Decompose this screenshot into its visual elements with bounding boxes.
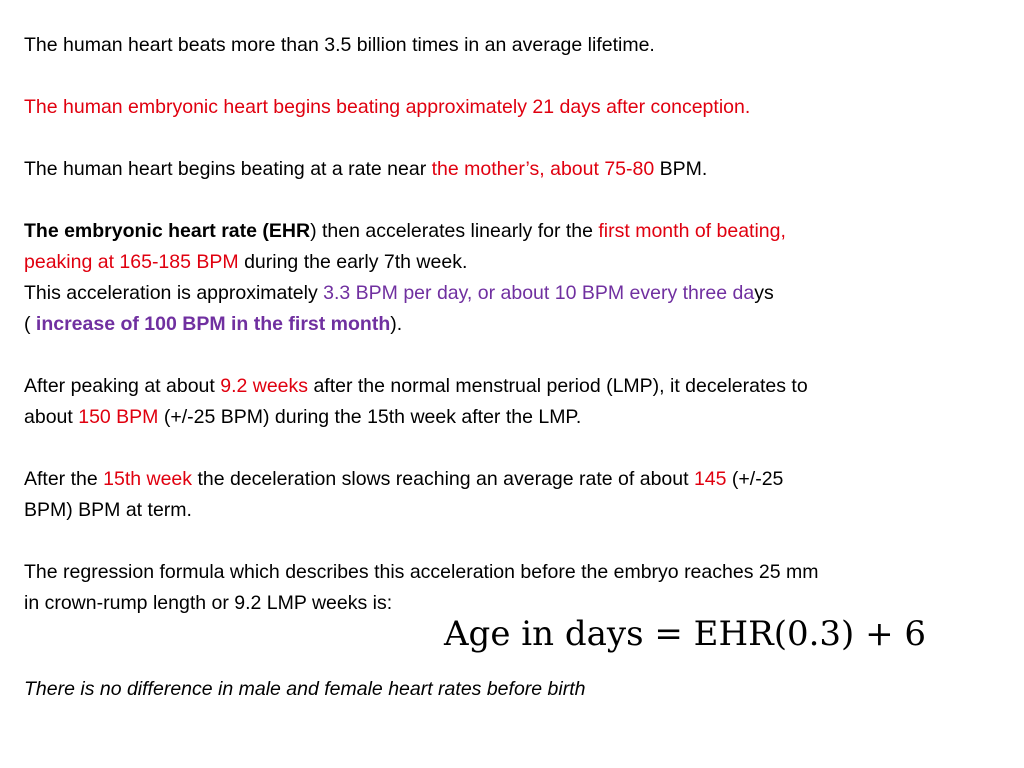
acceleration-lead: This acceleration is approximately [24,282,324,304]
deceleration-tail: (+/-25 BPM) during the 15th week after t… [158,406,582,428]
peak-weeks-highlight: 9.2 weeks [220,375,309,397]
close-paren: ). [390,313,403,335]
first-month-highlight: first month of beating, [598,220,786,242]
term-range: (+/-25 [726,468,784,490]
initial-rate-lead: The human heart begins beating at a rate… [24,158,432,180]
embryonic-heart-start-text: The human embryonic heart begins beating… [24,96,751,118]
ehr-term: The embryonic heart rate (EHR [24,220,311,242]
regression-formula: Age in days = EHR(0.3) + 6 [444,614,927,654]
acceleration-rate-text: This acceleration is approximately 3.3 B… [24,278,994,340]
spacer [24,340,994,371]
term-rate-highlight: 145 [693,468,727,490]
initial-rate-highlight: the mother’s, about 75-80 [431,158,655,180]
spacer [24,123,994,154]
regression-line-2: in crown-rump length or 9.2 LMP weeks is… [24,592,393,614]
initial-rate-tail: BPM. [654,158,708,180]
deceleration-about: about [24,406,79,428]
term-tail: BPM) BPM at term. [24,499,192,521]
spacer [24,526,994,557]
open-paren: ( [24,313,36,335]
initial-rate-text: The human heart begins beating at a rate… [24,154,994,185]
regression-intro-text: The regression formula which describes t… [24,557,994,619]
decelerated-rate-highlight: 150 BPM [78,406,159,428]
spacer [24,433,994,464]
term-lead: After the [24,468,104,490]
spacer [24,61,994,92]
deceleration-text: After peaking at about 9.2 weeks after t… [24,371,994,433]
monthly-increase-highlight: increase of 100 BPM in the first month [35,313,391,335]
ehr-lead: ) then accelerates linearly for the [310,220,599,242]
acceleration-rate-suffix: ys [754,282,774,304]
deceleration-middle: after the normal menstrual period (LMP),… [308,375,808,397]
spacer [24,185,994,216]
heart-beats-lifetime-text: The human heart beats more than 3.5 bill… [24,34,655,56]
ehr-acceleration-text: The embryonic heart rate (EHR) then acce… [24,216,994,278]
term-rate-text: After the 15th week the deceleration slo… [24,464,994,526]
regression-line-1: The regression formula which describes t… [24,561,819,583]
slide-body: The human heart beats more than 3.5 bill… [24,30,994,619]
peak-rate-highlight: peaking at 165-185 BPM [24,251,239,273]
fifteenth-week-highlight: 15th week [103,468,193,490]
acceleration-rate-highlight: 3.3 BPM per day, or about 10 BPM every t… [323,282,755,304]
deceleration-lead: After peaking at about [24,375,221,397]
term-middle: the deceleration slows reaching an avera… [192,468,694,490]
peak-week-tail: during the early 7th week. [238,251,468,273]
sex-difference-note: There is no difference in male and femal… [24,678,586,700]
